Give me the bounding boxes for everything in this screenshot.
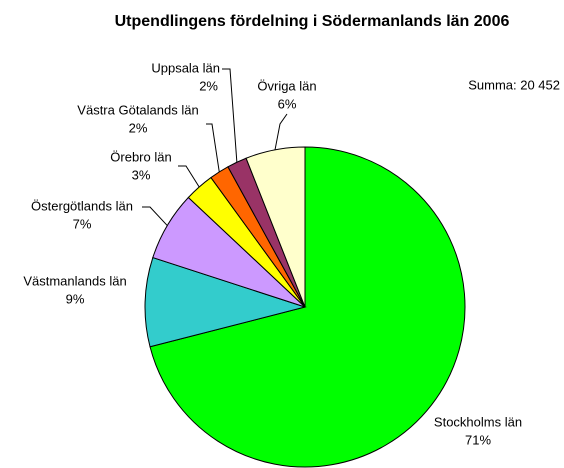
slice-label: Örebro län [110,149,171,164]
slice-value-label: 3% [132,167,151,182]
slice-value-label: 7% [73,216,92,231]
slice-value-label: 6% [278,96,297,111]
slice-label: Stockholms län [434,414,522,429]
leader-line [178,165,200,188]
slice-value-label: 71% [465,432,491,447]
slice-label: Övriga län [257,78,316,93]
leader-line [274,113,288,150]
leader-line [206,123,220,172]
chart-title: Utpendlingens fördelning i Södermanlands… [115,13,510,30]
leader-line [222,68,238,163]
slice-value-label: 9% [66,291,85,306]
annotation: Summa: 20 452 [468,77,560,92]
slice-value-label: 2% [129,120,148,135]
slice-label: Uppsala län [151,60,220,75]
slice-label: Västmanlands län [23,273,126,288]
slice-value-label: 2% [199,78,218,93]
pie-slice [144,256,307,348]
pie-slice [149,146,466,468]
slice-label: Västra Götalands län [77,102,198,117]
leader-line [142,206,168,226]
pie-slice [245,146,306,308]
slice-label: Östergötlands län [31,198,133,213]
